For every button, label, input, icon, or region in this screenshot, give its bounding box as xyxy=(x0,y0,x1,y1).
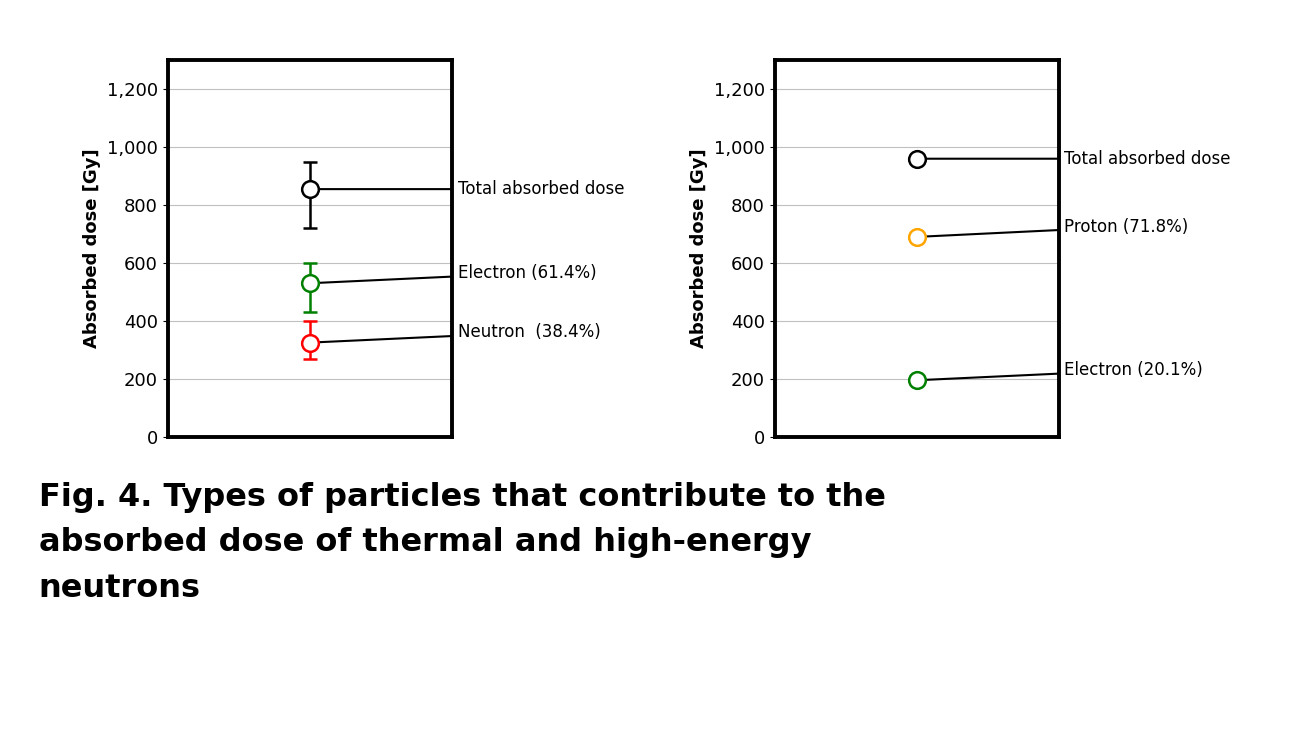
Text: Electron (61.4%): Electron (61.4%) xyxy=(312,264,596,283)
Y-axis label: Absorbed dose [Gy]: Absorbed dose [Gy] xyxy=(84,148,102,349)
Text: Fig. 4. Types of particles that contribute to the
absorbed dose of thermal and h: Fig. 4. Types of particles that contribu… xyxy=(39,482,886,604)
Text: High energy neutron: High energy neutron xyxy=(818,20,1079,39)
Text: Thermal neutron: Thermal neutron xyxy=(204,20,416,39)
Text: Total absorbed dose: Total absorbed dose xyxy=(312,180,624,198)
Text: Neutron  (38.4%): Neutron (38.4%) xyxy=(312,324,600,343)
Text: Proton (71.8%): Proton (71.8%) xyxy=(919,218,1189,236)
Text: Electron (20.1%): Electron (20.1%) xyxy=(919,361,1203,380)
Text: Total absorbed dose: Total absorbed dose xyxy=(919,150,1230,168)
Y-axis label: Absorbed dose [Gy]: Absorbed dose [Gy] xyxy=(691,148,709,349)
